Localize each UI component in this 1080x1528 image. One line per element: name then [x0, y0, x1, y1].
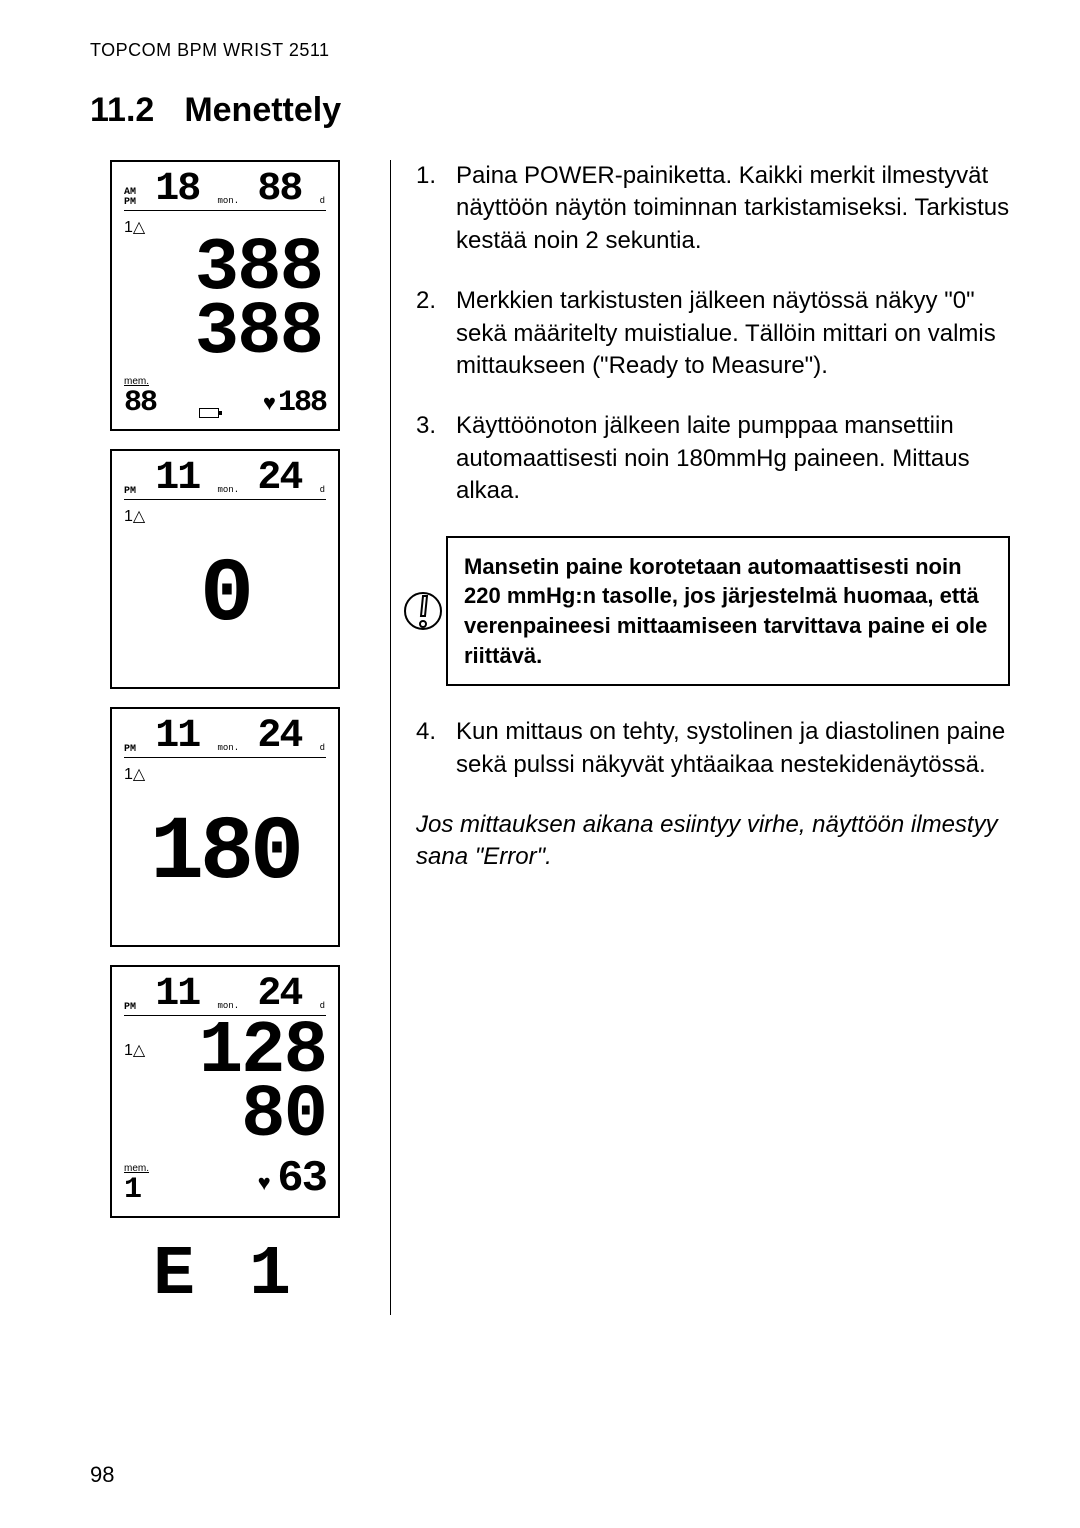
time-hour: 11: [155, 719, 199, 755]
mon-label: mon.: [218, 485, 240, 495]
note-callout: Mansetin paine korotetaan automaattisest…: [446, 536, 1010, 687]
diastolic-value: 388: [195, 301, 322, 365]
time-day: 24: [257, 719, 301, 755]
instructions-column: 1. Paina POWER-painiketta. Kaikki merkit…: [390, 160, 1010, 1315]
d-label: d: [320, 196, 325, 206]
ampm-indicator: PM: [124, 1003, 136, 1013]
pulse-value: 63: [277, 1154, 326, 1204]
step-number: 3.: [416, 410, 456, 507]
step-list-continued: 4. Kun mittaus on tehty, systolinen ja d…: [416, 716, 1010, 781]
pulse-value: 188: [278, 389, 326, 417]
heart-icon: ♥: [263, 390, 276, 415]
note-text: Mansetin paine korotetaan automaattisest…: [464, 554, 987, 668]
step-number: 2.: [416, 285, 456, 382]
lcd-column: AM PM 18 mon. 88 d 1△ 388 388 mem. 88 ♥1…: [90, 160, 360, 1315]
user-indicator: 1△: [124, 764, 326, 784]
ampm-indicator: PM: [124, 487, 136, 497]
mon-label: mon.: [218, 196, 240, 206]
pressure-value: 180: [150, 814, 300, 894]
zero-value: 0: [200, 556, 250, 636]
page-number: 98: [90, 1462, 114, 1488]
step-text: Käyttöönoton jälkeen laite pumppaa manse…: [456, 410, 1010, 507]
mem-value: 88: [124, 389, 156, 417]
time-day: 88: [257, 172, 301, 208]
battery-icon: [199, 408, 219, 418]
ampm-indicator: AM PM: [124, 188, 136, 208]
step-number: 1.: [416, 160, 456, 257]
step-number: 4.: [416, 716, 456, 781]
heart-icon: ♥: [258, 1170, 271, 1195]
step-text: Paina POWER-painiketta. Kaikki merkit il…: [456, 160, 1010, 257]
user-indicator: 1△: [124, 1040, 145, 1060]
time-hour: 11: [155, 977, 199, 1013]
step-text: Kun mittaus on tehty, systolinen ja dias…: [456, 716, 1010, 781]
d-label: d: [320, 743, 325, 753]
mon-label: mon.: [218, 1001, 240, 1011]
document-header: TOPCOM BPM WRIST 2511: [90, 40, 1010, 61]
step-text: Merkkien tarkistusten jälkeen näytössä n…: [456, 285, 1010, 382]
lcd-panel-2: PM 11 mon. 24 d 1△ 0: [110, 449, 340, 689]
section-heading: 11.2 Menettely: [90, 91, 1010, 130]
step-list: 1. Paina POWER-painiketta. Kaikki merkit…: [416, 160, 1010, 508]
time-hour: 18: [155, 172, 199, 208]
time-day: 24: [257, 461, 301, 497]
lcd-panel-1: AM PM 18 mon. 88 d 1△ 388 388 mem. 88 ♥1…: [110, 160, 340, 431]
main-content: AM PM 18 mon. 88 d 1△ 388 388 mem. 88 ♥1…: [90, 160, 1010, 1315]
step-4: 4. Kun mittaus on tehty, systolinen ja d…: [416, 716, 1010, 781]
user-indicator: 1△: [124, 506, 326, 526]
error-code: E 1: [90, 1236, 360, 1315]
d-label: d: [320, 1001, 325, 1011]
section-number: 11.2: [90, 91, 154, 130]
lcd-panel-3: PM 11 mon. 24 d 1△ 180: [110, 707, 340, 947]
lcd-panel-4: PM 11 mon. 24 d 1△ 128 80 mem. 1 ♥: [110, 965, 340, 1218]
section-title-text: Menettely: [184, 91, 341, 129]
error-note: Jos mittauksen aikana esiintyy virhe, nä…: [416, 809, 1010, 874]
diastolic-value: 80: [241, 1084, 326, 1148]
time-day: 24: [257, 977, 301, 1013]
ampm-indicator: PM: [124, 745, 136, 755]
info-icon: [404, 586, 442, 636]
mem-value: 1: [124, 1176, 140, 1204]
d-label: d: [320, 485, 325, 495]
step-3: 3. Käyttöönoton jälkeen laite pumppaa ma…: [416, 410, 1010, 507]
mon-label: mon.: [218, 743, 240, 753]
step-1: 1. Paina POWER-painiketta. Kaikki merkit…: [416, 160, 1010, 257]
step-2: 2. Merkkien tarkistusten jälkeen näytöss…: [416, 285, 1010, 382]
time-hour: 11: [155, 461, 199, 497]
